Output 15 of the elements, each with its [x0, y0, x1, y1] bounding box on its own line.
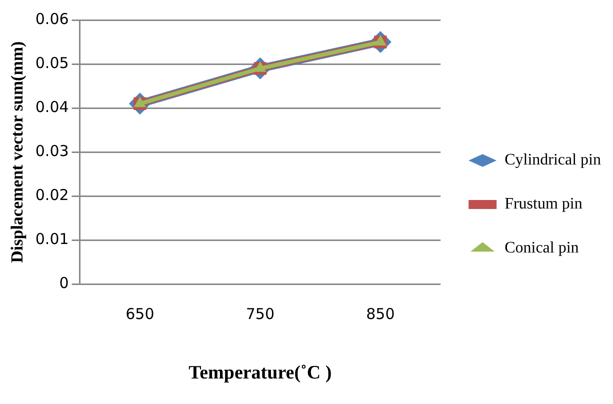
legend-label: Cylindrical pin [504, 152, 602, 169]
y-axis-title: Displacement vector sum(mm) [8, 41, 27, 263]
y-tick-label: 0.03 [35, 142, 69, 160]
y-tick-label: 0.06 [35, 10, 69, 28]
x-axis-title: Temperature(˚C ) [188, 362, 332, 384]
y-tick-label: 0.05 [35, 54, 69, 72]
y-tick-label: 0.01 [35, 230, 69, 248]
y-tick-label: 0.04 [35, 98, 69, 116]
x-tick-label: 750 [246, 305, 275, 324]
x-tick-label: 850 [366, 305, 395, 324]
x-tick-label: 650 [126, 305, 154, 324]
y-tick-label: 0.02 [35, 186, 69, 204]
legend-label: Frustum pin [504, 196, 582, 213]
y-tick-label: 0 [59, 274, 69, 292]
legend-label: Conical pin [504, 240, 579, 257]
